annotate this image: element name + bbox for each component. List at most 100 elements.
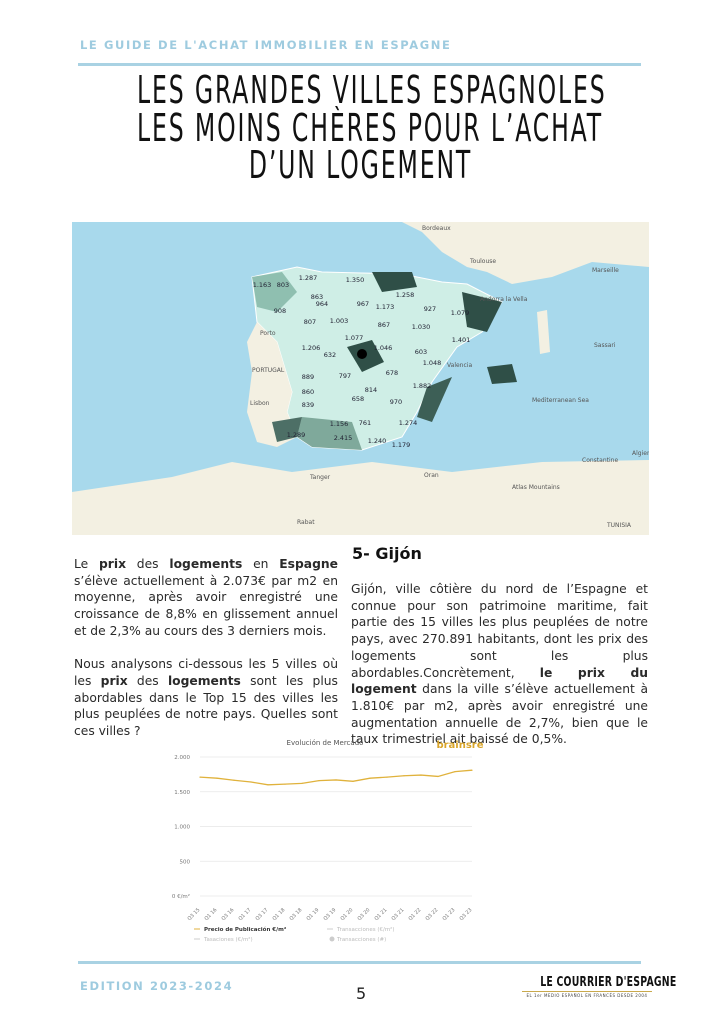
legend-marker-icon — [329, 936, 335, 942]
sardinia-land — [537, 310, 550, 354]
x-tick-label: Q1 23 — [442, 907, 457, 922]
page-number: 5 — [356, 984, 367, 1003]
x-tick-label: Q1 21 — [374, 907, 389, 922]
place-label: TUNISIA — [607, 522, 631, 529]
y-tick-label: 1.500 — [174, 790, 190, 796]
data-point — [267, 784, 269, 786]
region-price-label: 803 — [276, 281, 290, 289]
region-price-label: 908 — [273, 307, 287, 315]
y-tick-label: 1.000 — [174, 825, 190, 831]
region-price-label: 1.882 — [412, 382, 432, 390]
region-price-label: 1.048 — [422, 359, 442, 367]
place-label: Bordeaux — [422, 225, 451, 232]
place-label: Toulouse — [470, 258, 497, 265]
france-land — [402, 222, 649, 284]
data-point — [437, 775, 439, 778]
place-label: Algiers — [632, 450, 649, 457]
brainsre-logo: brainsre — [436, 740, 483, 751]
region-price-label: 967 — [356, 300, 370, 308]
place-label: Constantine — [582, 457, 619, 464]
intro-paragraph: Le prix des logements en Espagne s’élève… — [74, 556, 338, 640]
location-pin-icon — [357, 349, 367, 359]
analysis-paragraph: Nous analysons ci-dessous les 5 villes o… — [74, 656, 338, 740]
region-price-label: 1.287 — [298, 274, 318, 282]
basque-region — [372, 272, 417, 292]
place-label: Andorra la Vella — [480, 296, 528, 303]
text-run: des — [126, 557, 170, 571]
x-tick-label: Q3 15 — [187, 907, 202, 922]
region-price-label: 807 — [303, 318, 317, 326]
region-price-label: 863 — [310, 293, 324, 301]
place-label: Tanger — [310, 474, 331, 481]
place-label: Oran — [424, 472, 439, 479]
text-run: sont les plus abordables dans le Top 15 … — [74, 673, 338, 739]
text-run: le prix du logement — [351, 665, 649, 697]
region-price-label: 1.030 — [411, 323, 431, 331]
legend-item: Tasaciones (€/m²) — [203, 936, 253, 943]
brand-logo: LE COURRIER D'ESPAGNE EL 1er MEDIO ESPAÑ… — [522, 975, 676, 998]
series-line — [199, 769, 473, 786]
region-price-label: 678 — [385, 369, 399, 377]
footer-divider — [78, 961, 641, 964]
place-label: Marseille — [592, 267, 619, 274]
x-tick-label: Q3 17 — [255, 907, 270, 922]
text-run: Gijón, ville côtière du nord de l’Espagn… — [351, 582, 648, 680]
edition-label: EDITION 2023-2024 — [80, 979, 234, 993]
x-tick-label: Q3 16 — [221, 907, 236, 922]
region-price-label: 889 — [301, 373, 315, 381]
x-tick-label: Q3 23 — [459, 907, 474, 922]
region-price-label: 632 — [323, 351, 337, 359]
region-price-label: 1.240 — [367, 437, 387, 445]
text-run: Espagne — [279, 557, 338, 571]
price-map: 1.163 803 1.287 1.350 863 908 964 967 1.173 1.258… — [72, 222, 649, 535]
region-price-label: 603 — [414, 348, 428, 356]
x-tick-label: Q1 18 — [272, 907, 287, 922]
region-price-label: 927 — [423, 305, 437, 313]
region-price-label: 658 — [351, 395, 365, 403]
place-label: PORTUGAL — [252, 367, 285, 374]
place-label: Mediterranean Sea — [532, 397, 589, 404]
data-point — [454, 770, 456, 773]
region-price-label: 1.077 — [344, 334, 364, 342]
data-point — [284, 783, 286, 785]
alicante-region — [417, 377, 452, 422]
text-run: des — [127, 673, 168, 688]
title-line: D’UN LOGEMENT — [248, 143, 473, 187]
galicia-region — [252, 272, 297, 312]
region-price-label: 839 — [301, 401, 315, 409]
region-price-label: 1.258 — [395, 291, 415, 299]
legend-item: Transacciones (#) — [336, 937, 386, 943]
left-column: Le prix des logements en Espagne s’élève… — [74, 556, 338, 756]
x-tick-label: Q1 16 — [204, 907, 219, 922]
place-label: Rabat — [297, 519, 315, 526]
x-tick-label: Q3 20 — [357, 907, 372, 922]
y-tick-label: 0 €/m² — [172, 893, 190, 900]
region-price-label: 1.401 — [451, 336, 471, 344]
region-price-label: 814 — [364, 386, 378, 394]
gijon-paragraph: Gijón, ville côtière du nord de l’Espagn… — [351, 581, 648, 748]
place-label: Lisbon — [250, 400, 270, 407]
data-point — [420, 774, 422, 776]
data-point — [369, 777, 371, 779]
title-line: LES GRANDES VILLES ESPAGNOLES — [136, 68, 607, 112]
text-run: Le — [74, 557, 99, 571]
guide-kicker: LE GUIDE DE L'ACHAT IMMOBILIER EN ESPAGN… — [80, 38, 452, 52]
title-line: LES MOINS CHÈRES POUR L’ACHAT — [136, 105, 604, 150]
right-column: Gijón, ville côtière du nord de l’Espagn… — [351, 581, 648, 765]
region-price-label: 964 — [315, 300, 329, 308]
data-point — [199, 776, 201, 778]
page-title: LES GRANDES VILLES ESPAGNOLES LES MOINS … — [0, 68, 721, 187]
legend-item: Transacciones (€/m²) — [336, 926, 395, 933]
map-background — [72, 222, 649, 535]
y-tick-label: 2.000 — [174, 755, 190, 761]
section-heading: 5- Gijón — [352, 544, 422, 563]
place-label: Atlas Mountains — [512, 484, 560, 491]
data-point — [403, 775, 405, 777]
place-label: Sassari — [594, 342, 616, 349]
text-run: s’élève actuellement à 2.073€ par m2 en … — [74, 573, 338, 638]
region-price-label: 1.156 — [329, 420, 349, 428]
market-evolution-chart: Evolución de Mercado brainsre 0 €/m² 500 1.0… — [172, 739, 484, 943]
balearic-islands — [487, 364, 517, 384]
y-tick-label: 500 — [180, 859, 191, 865]
data-point — [216, 777, 218, 779]
